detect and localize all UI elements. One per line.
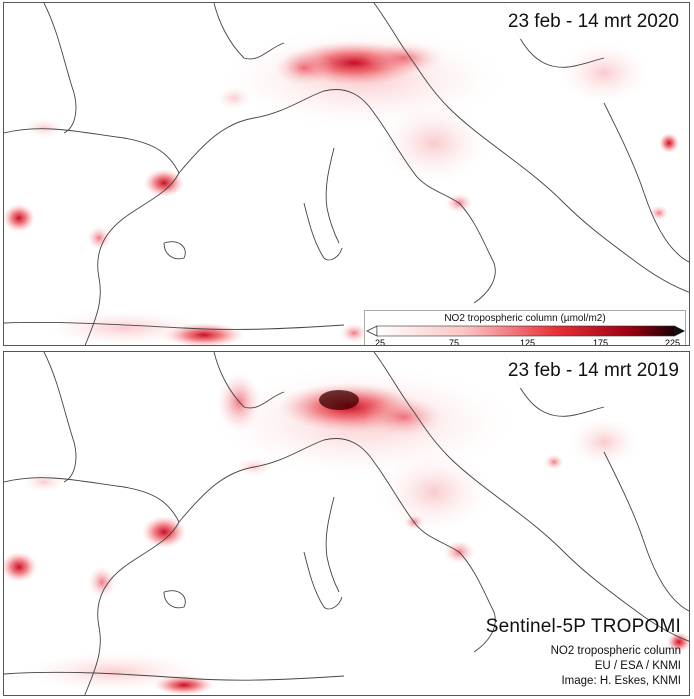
coastline-layer xyxy=(4,3,689,345)
legend-max-arrow xyxy=(675,326,685,336)
date-label-2019: 23 feb - 14 mrt 2019 xyxy=(493,352,689,388)
no2-concentration-layer xyxy=(4,28,679,345)
credits-line: NO2 tropospheric column xyxy=(550,645,681,657)
map-panel-2020: 23 feb - 14 mrt 2020 NO2 tropospheric co… xyxy=(3,2,690,346)
date-label-2020: 23 feb - 14 mrt 2020 xyxy=(493,3,689,39)
legend-min-arrow xyxy=(366,325,378,337)
credits-line: EU / ESA / KNMI xyxy=(594,660,681,672)
no2-map-2019 xyxy=(4,352,689,695)
legend-tick: 175 xyxy=(593,338,609,346)
no2-map-2020 xyxy=(4,3,689,345)
legend-colorbar xyxy=(366,325,685,337)
legend-title: NO2 tropospheric column (µmol/m2) xyxy=(444,313,606,324)
legend-tick: 125 xyxy=(520,338,536,346)
credits-block: Sentinel-5P TROPOMI NO2 tropospheric col… xyxy=(486,616,681,689)
credits-line: Image: H. Eskes, KNMI xyxy=(561,675,681,687)
legend-tick: 25 xyxy=(375,338,386,346)
no2-concentration-layer xyxy=(4,367,689,695)
legend-ticks: 25 75 125 175 225 xyxy=(365,338,687,346)
legend-gradient xyxy=(376,325,676,337)
credits-title: Sentinel-5P TROPOMI xyxy=(485,616,681,637)
coastline-layer xyxy=(4,352,689,695)
map-panel-2019: 23 feb - 14 mrt 2019 Sentinel-5P TROPOMI… xyxy=(3,351,690,696)
legend-tick: 225 xyxy=(665,338,681,346)
legend-tick: 75 xyxy=(449,338,460,346)
color-legend: NO2 tropospheric column (µmol/m2) 25 75 … xyxy=(364,310,687,346)
